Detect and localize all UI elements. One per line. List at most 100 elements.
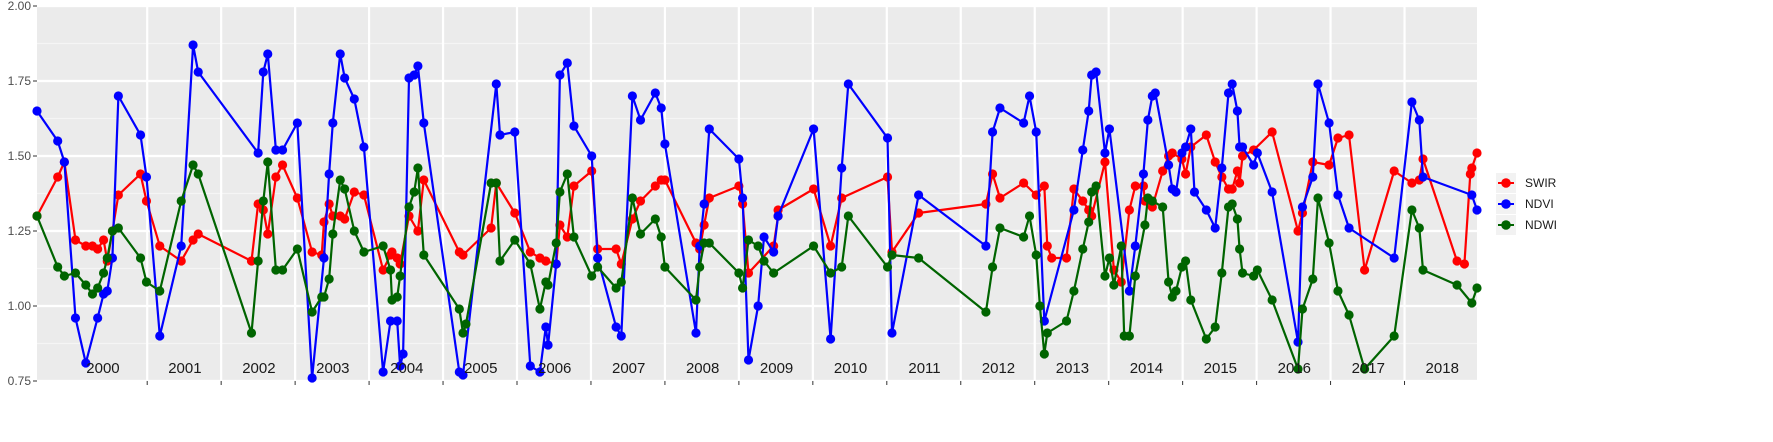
- data-point-swir: [188, 235, 198, 245]
- data-point-ndvi: [611, 322, 621, 332]
- data-point-ndwi: [1333, 286, 1343, 296]
- data-point-swir: [1158, 166, 1168, 176]
- data-point-ndvi: [93, 313, 103, 323]
- data-point-ndvi: [650, 88, 660, 98]
- data-point-ndvi: [1201, 205, 1211, 215]
- data-point-swir: [113, 190, 123, 200]
- data-point-swir: [1293, 226, 1303, 236]
- data-point-ndvi: [635, 115, 646, 125]
- year-label: 2007: [612, 360, 645, 377]
- data-point-swir: [419, 175, 429, 185]
- data-point-ndvi: [1232, 106, 1242, 116]
- data-point-swir: [413, 226, 423, 236]
- data-point-ndwi: [155, 286, 165, 296]
- data-point-ndwi: [1210, 322, 1220, 332]
- data-point-ndwi: [1109, 280, 1119, 290]
- data-point-ndvi: [753, 301, 763, 311]
- data-point-ndvi: [1389, 253, 1399, 263]
- data-point-swir: [81, 241, 91, 251]
- data-point-ndwi: [837, 262, 847, 272]
- data-point-ndwi: [691, 295, 701, 305]
- data-point-ndvi: [1344, 223, 1354, 233]
- data-point-swir: [510, 208, 520, 218]
- data-point-swir: [1232, 166, 1242, 176]
- data-point-ndvi: [825, 334, 836, 344]
- data-point-ndwi: [32, 211, 42, 221]
- data-point-swir: [98, 235, 109, 245]
- y-tick-label: 1.75: [8, 74, 32, 88]
- grid-lines: [37, 4, 1477, 383]
- data-point-ndvi: [773, 211, 783, 221]
- data-point-ndwi: [627, 193, 637, 203]
- year-label: 2003: [316, 360, 349, 377]
- data-point-ndwi: [1039, 349, 1049, 359]
- data-point-ndwi: [292, 244, 302, 254]
- data-point-ndvi: [1472, 205, 1482, 215]
- data-point-ndvi: [113, 91, 123, 101]
- data-point-ndvi: [1069, 205, 1079, 215]
- data-point-ndvi: [398, 349, 408, 359]
- data-point-ndwi: [1163, 277, 1174, 287]
- data-point-ndvi: [759, 232, 769, 242]
- data-point-ndwi: [263, 157, 273, 167]
- data-point-ndvi: [562, 58, 572, 68]
- data-point-ndwi: [616, 277, 626, 287]
- data-point-ndvi: [1124, 286, 1134, 296]
- data-point-ndwi: [1031, 250, 1041, 260]
- data-point-ndwi: [409, 187, 419, 197]
- data-point-ndwi: [635, 229, 646, 239]
- data-point-ndwi: [1452, 280, 1462, 290]
- data-point-swir: [1459, 259, 1470, 269]
- data-point-swir: [1227, 184, 1237, 194]
- data-point-ndwi: [995, 223, 1005, 233]
- data-point-swir: [387, 247, 397, 257]
- year-label: 2015: [1204, 360, 1237, 377]
- data-point-swir: [1100, 157, 1110, 167]
- data-point-ndvi: [378, 367, 388, 377]
- data-point-swir: [1333, 133, 1343, 143]
- data-point-ndvi: [188, 40, 198, 50]
- data-point-swir: [70, 235, 81, 245]
- data-point-swir: [486, 223, 496, 233]
- data-point-ndvi: [1210, 223, 1220, 233]
- data-point-ndvi: [319, 253, 329, 263]
- year-label: 2001: [168, 360, 201, 377]
- data-point-ndwi: [987, 262, 998, 272]
- data-point-swir: [1039, 181, 1049, 191]
- data-point-ndvi: [769, 247, 779, 257]
- data-point-ndvi: [1189, 187, 1200, 197]
- data-point-ndvi: [1031, 127, 1041, 137]
- data-point-ndwi: [551, 238, 561, 248]
- year-label: 2008: [686, 360, 719, 377]
- data-point-ndvi: [1407, 97, 1417, 107]
- data-point-ndwi: [555, 187, 565, 197]
- data-point-swir: [271, 172, 281, 182]
- legend-label-ndvi: NDVI: [1525, 197, 1554, 211]
- data-point-ndwi: [81, 280, 91, 290]
- data-point-ndwi: [1019, 232, 1029, 242]
- legend-label-swir: SWIR: [1525, 176, 1557, 190]
- data-point-ndwi: [458, 328, 468, 338]
- data-point-ndvi: [1333, 190, 1343, 200]
- data-point-ndvi: [340, 73, 350, 83]
- data-point-ndwi: [825, 268, 836, 278]
- data-point-ndvi: [1418, 172, 1428, 182]
- data-point-swir: [1210, 157, 1220, 167]
- data-point-ndwi: [562, 169, 572, 179]
- data-point-ndwi: [611, 283, 621, 293]
- data-point-ndwi: [1232, 214, 1242, 224]
- data-point-ndwi: [113, 223, 123, 233]
- data-point-ndwi: [253, 256, 263, 266]
- data-point-ndwi: [1061, 316, 1072, 326]
- data-point-ndwi: [141, 277, 152, 287]
- data-point-ndwi: [1124, 331, 1134, 341]
- year-label: 2018: [1426, 360, 1459, 377]
- data-point-ndvi: [263, 49, 273, 59]
- data-point-ndvi: [141, 172, 152, 182]
- year-label: 2012: [982, 360, 1015, 377]
- year-label: 2006: [538, 360, 571, 377]
- data-point-ndwi: [808, 241, 819, 251]
- data-point-ndwi: [1201, 334, 1211, 344]
- data-point-ndwi: [495, 256, 505, 266]
- data-point-swir: [1130, 181, 1140, 191]
